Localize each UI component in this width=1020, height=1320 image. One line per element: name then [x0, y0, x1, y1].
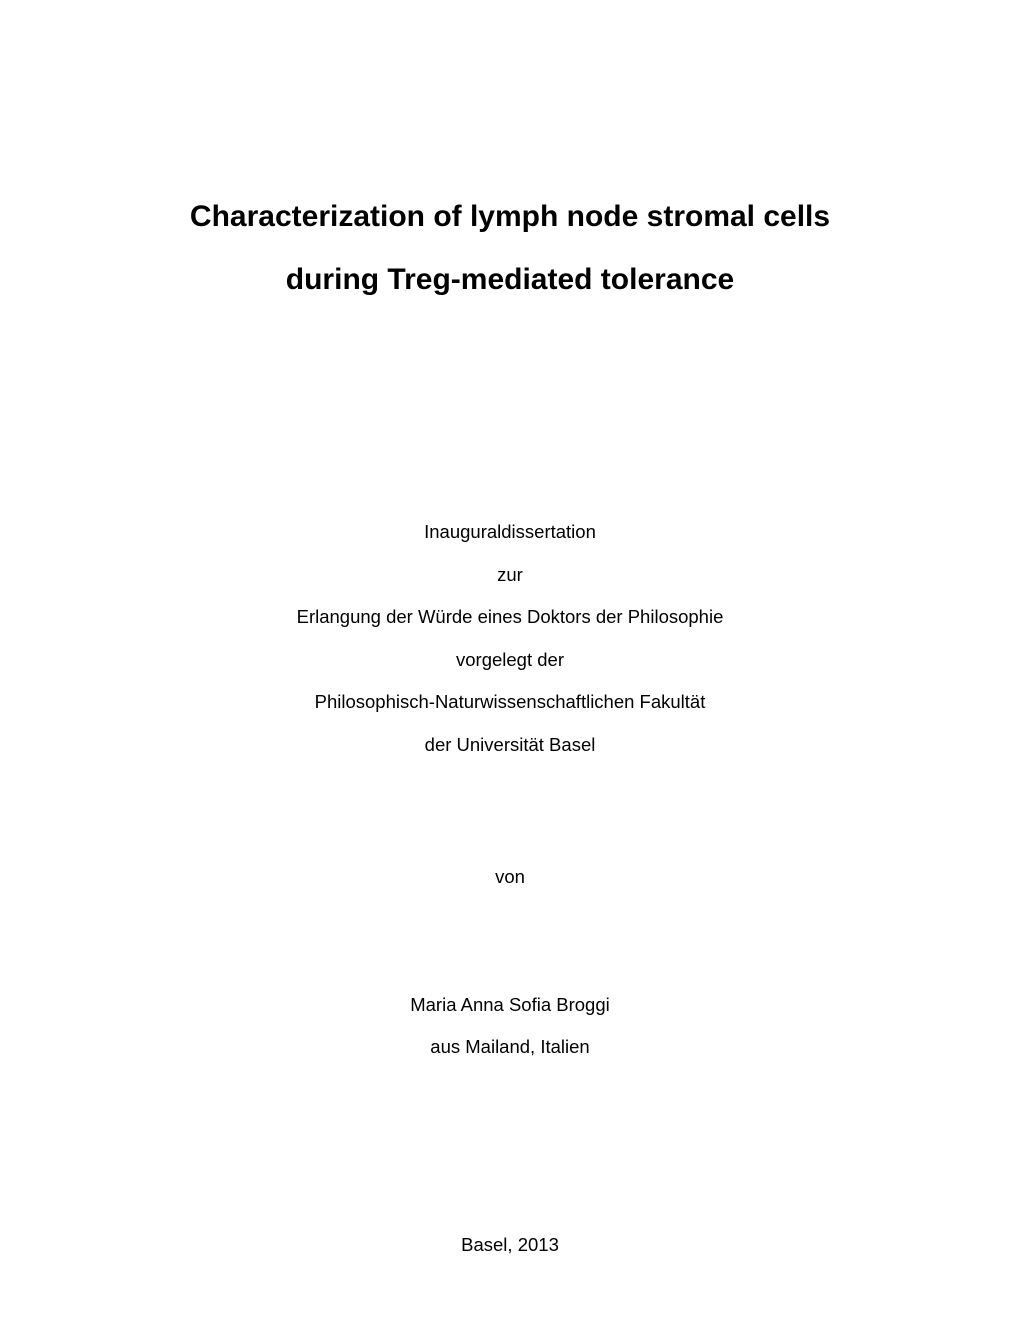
author-name: Maria Anna Sofia Broggi — [0, 984, 1020, 1027]
spacer — [0, 899, 1020, 984]
author-origin: aus Mailand, Italien — [0, 1026, 1020, 1069]
subtitle-line2: zur — [0, 554, 1020, 597]
spacer — [0, 311, 1020, 511]
spacer — [0, 1069, 1020, 1224]
footer-place-year: Basel, 2013 — [0, 1224, 1020, 1267]
subtitle-line3: Erlangung der Würde eines Doktors der Ph… — [0, 596, 1020, 639]
subtitle-line6: der Universität Basel — [0, 724, 1020, 767]
spacer — [0, 766, 1020, 856]
dissertation-title-line1: Characterization of lymph node stromal c… — [0, 185, 1020, 248]
von-label: von — [0, 856, 1020, 899]
title-page: Characterization of lymph node stromal c… — [0, 0, 1020, 1320]
subtitle-line1: Inauguraldissertation — [0, 511, 1020, 554]
dissertation-title-line2: during Treg-mediated tolerance — [0, 248, 1020, 311]
subtitle-line5: Philosophisch-Naturwissenschaftlichen Fa… — [0, 681, 1020, 724]
subtitle-line4: vorgelegt der — [0, 639, 1020, 682]
